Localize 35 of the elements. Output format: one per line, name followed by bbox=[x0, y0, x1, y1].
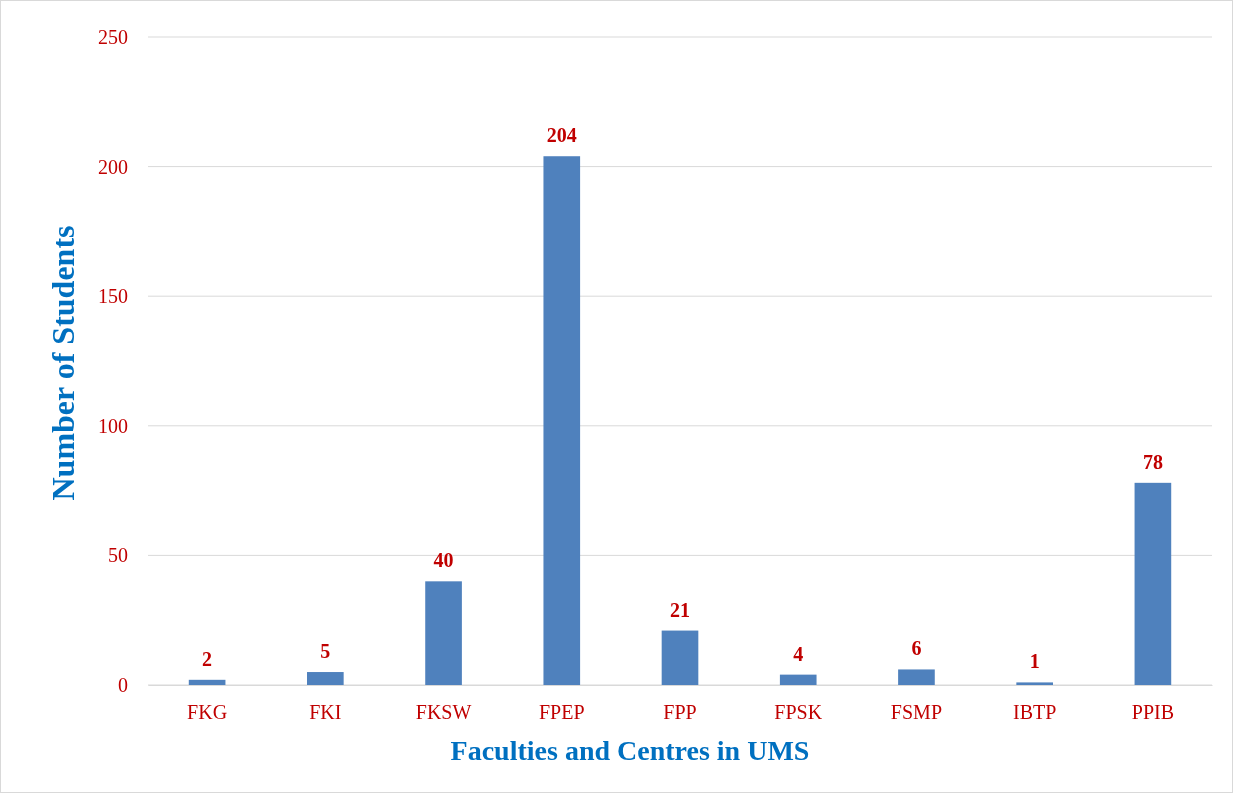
y-tick-label: 250 bbox=[98, 25, 128, 48]
data-label: 4 bbox=[793, 642, 804, 665]
x-axis-title: Faculties and Centres in UMS bbox=[450, 735, 810, 766]
data-label: 5 bbox=[320, 640, 331, 663]
y-tick-label: 200 bbox=[98, 155, 128, 178]
bar bbox=[898, 669, 935, 685]
bar bbox=[1016, 682, 1053, 685]
bar bbox=[1134, 482, 1172, 685]
data-label: 6 bbox=[911, 637, 922, 660]
x-tick-label: IBTP bbox=[1012, 701, 1057, 724]
x-tick-label: FPP bbox=[663, 701, 697, 724]
x-tick-label: FKG bbox=[187, 701, 228, 724]
y-tick-label: 100 bbox=[98, 414, 128, 437]
bar bbox=[661, 630, 699, 685]
x-tick-label: FKI bbox=[309, 701, 342, 724]
y-tick-label: 150 bbox=[98, 285, 128, 308]
data-label: 1 bbox=[1029, 650, 1040, 673]
y-tick-label: 50 bbox=[108, 544, 128, 567]
bar bbox=[307, 672, 344, 685]
bar bbox=[779, 674, 817, 685]
x-tick-label: FPSK bbox=[774, 701, 823, 724]
data-label: 21 bbox=[670, 598, 690, 621]
data-label: 2 bbox=[202, 647, 213, 670]
y-axis-title: Number of Students bbox=[45, 225, 81, 501]
x-tick-label: PPIB bbox=[1131, 701, 1175, 724]
data-label: 40 bbox=[433, 549, 454, 572]
bar bbox=[188, 679, 226, 685]
x-tick-label: FKSW bbox=[415, 701, 472, 724]
x-tick-label: FPEP bbox=[538, 701, 585, 724]
data-label: 204 bbox=[546, 124, 577, 147]
x-tick-label: FSMP bbox=[890, 701, 943, 724]
bar bbox=[425, 581, 462, 685]
y-tick-label: 0 bbox=[118, 673, 128, 696]
data-label: 78 bbox=[1142, 450, 1163, 473]
bar bbox=[543, 156, 581, 685]
